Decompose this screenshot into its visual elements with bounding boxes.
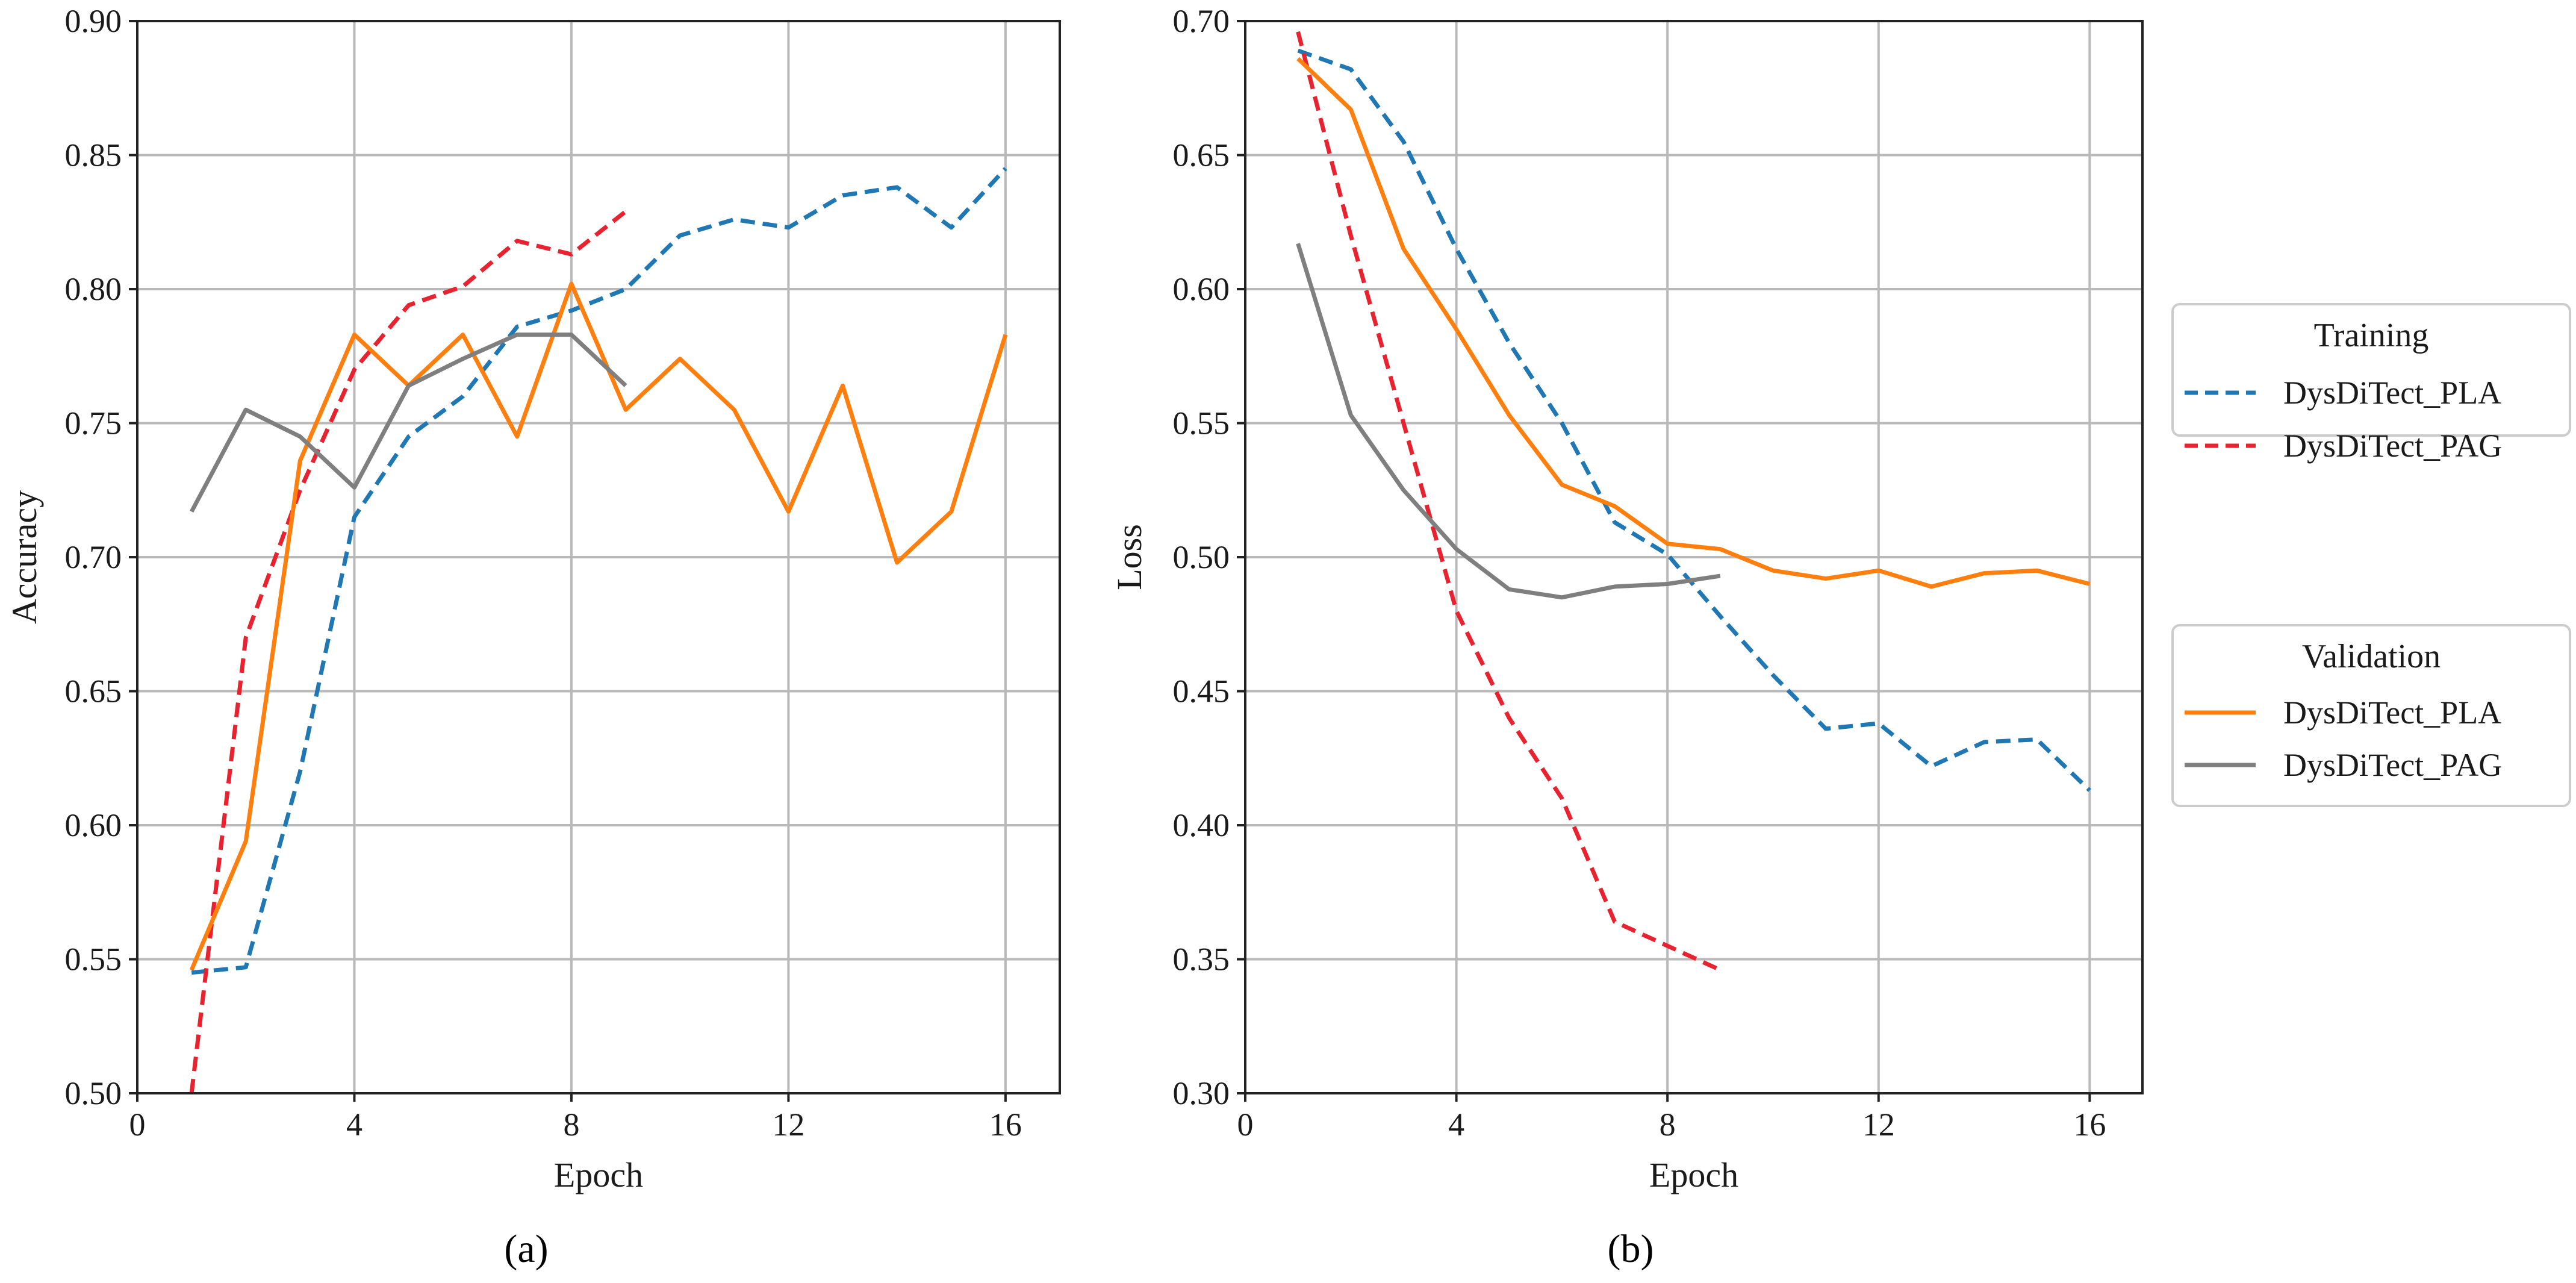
panel-a-label: (a) — [504, 1227, 548, 1271]
loss-y-tick-label: 0.65 — [1173, 137, 1230, 173]
legend-validation-title: Validation — [2302, 638, 2441, 675]
accuracy-y-tick-label: 0.70 — [65, 539, 122, 575]
accuracy-y-tick-label: 0.55 — [65, 941, 122, 978]
legend-training-box — [2171, 303, 2571, 437]
accuracy-x-ticks: 0 4 8 12 16 — [129, 1093, 1022, 1143]
accuracy-y-tick-label: 0.65 — [65, 673, 122, 710]
accuracy-y-tick-label: 0.50 — [65, 1075, 122, 1111]
loss-validation-dysditect-pag-line — [1296, 243, 1721, 600]
loss-training-dysditect-pag-line — [1296, 31, 1722, 972]
accuracy-y-ticks: 0.50 0.55 0.60 0.65 0.70 0.75 0.80 0.85 0.90 — [65, 3, 137, 1111]
loss-y-tick-label: 0.60 — [1173, 271, 1230, 307]
loss-x-ticks: 0 4 8 12 16 — [1237, 1093, 2106, 1143]
accuracy-validation-dysditect-pla-line — [189, 281, 1008, 971]
loss-x-tick-label: 4 — [1448, 1107, 1464, 1143]
accuracy-y-tick-label: 0.90 — [65, 3, 122, 39]
accuracy-x-tick-label: 16 — [989, 1107, 1022, 1143]
loss-chart: 0 4 8 12 16 0.30 0.35 0.40 0.45 0.50 0.55 0.60 0.65… — [1110, 3, 2144, 1271]
loss-series — [1296, 31, 2091, 972]
loss-y-tick-label: 0.45 — [1173, 673, 1230, 710]
accuracy-x-tick-label: 4 — [346, 1107, 362, 1143]
legend-training-pag-label: DysDiTect_PAG — [2283, 428, 2502, 464]
accuracy-training-dysditect-pag-line — [189, 210, 627, 1094]
accuracy-x-tick-label: 0 — [129, 1107, 146, 1143]
accuracy-x-tick-label: 12 — [772, 1107, 804, 1143]
accuracy-y-tick-label: 0.80 — [65, 271, 122, 307]
loss-y-tick-label: 0.70 — [1173, 3, 1230, 39]
loss-y-tick-label: 0.55 — [1173, 405, 1230, 442]
loss-y-tick-label: 0.50 — [1173, 539, 1230, 575]
accuracy-y-tick-label: 0.60 — [65, 807, 122, 843]
loss-training-dysditect-pla-line — [1297, 48, 2091, 792]
accuracy-y-axis-title: Accuracy — [5, 490, 44, 624]
loss-y-tick-label: 0.30 — [1173, 1075, 1230, 1111]
legend-validation-pla-label: DysDiTect_PLA — [2283, 695, 2501, 731]
accuracy-y-tick-label: 0.85 — [65, 137, 122, 173]
panel-b-label: (b) — [1608, 1227, 1654, 1271]
accuracy-x-axis-title: Epoch — [554, 1155, 643, 1194]
accuracy-validation-dysditect-pag-line — [190, 332, 627, 513]
loss-y-ticks: 0.30 0.35 0.40 0.45 0.50 0.55 0.60 0.65 0.70 — [1173, 3, 1245, 1111]
loss-y-axis-title: Loss — [1110, 524, 1149, 590]
legend-training: Training DysDiTect_PLA DysDiTect_PAG — [2171, 303, 2571, 464]
legend-validation: Validation DysDiTect_PLA DysDiTect_PAG — [2171, 624, 2571, 807]
loss-x-tick-label: 8 — [1660, 1107, 1676, 1143]
loss-x-axis-title: Epoch — [1649, 1155, 1738, 1194]
accuracy-chart: 0 4 8 12 16 0.50 0.55 0.60 0.65 0.70 0.75 0.80 0.85… — [5, 3, 1061, 1271]
accuracy-series — [189, 167, 1008, 1094]
legend-validation-box — [2171, 624, 2571, 807]
loss-y-tick-label: 0.40 — [1173, 807, 1230, 843]
legend-training-title: Training — [2314, 317, 2429, 354]
loss-x-tick-label: 0 — [1237, 1107, 1254, 1143]
loss-x-tick-label: 16 — [2073, 1107, 2106, 1143]
accuracy-training-dysditect-pla-line — [191, 167, 1007, 975]
accuracy-x-tick-label: 8 — [563, 1107, 579, 1143]
loss-validation-dysditect-pla-line — [1296, 57, 2091, 589]
loss-x-tick-label: 12 — [1862, 1107, 1895, 1143]
accuracy-y-tick-label: 0.75 — [65, 405, 122, 442]
legend-validation-pag-label: DysDiTect_PAG — [2283, 747, 2502, 783]
loss-y-tick-label: 0.35 — [1173, 941, 1230, 978]
legend-training-pla-label: DysDiTect_PLA — [2283, 375, 2501, 411]
